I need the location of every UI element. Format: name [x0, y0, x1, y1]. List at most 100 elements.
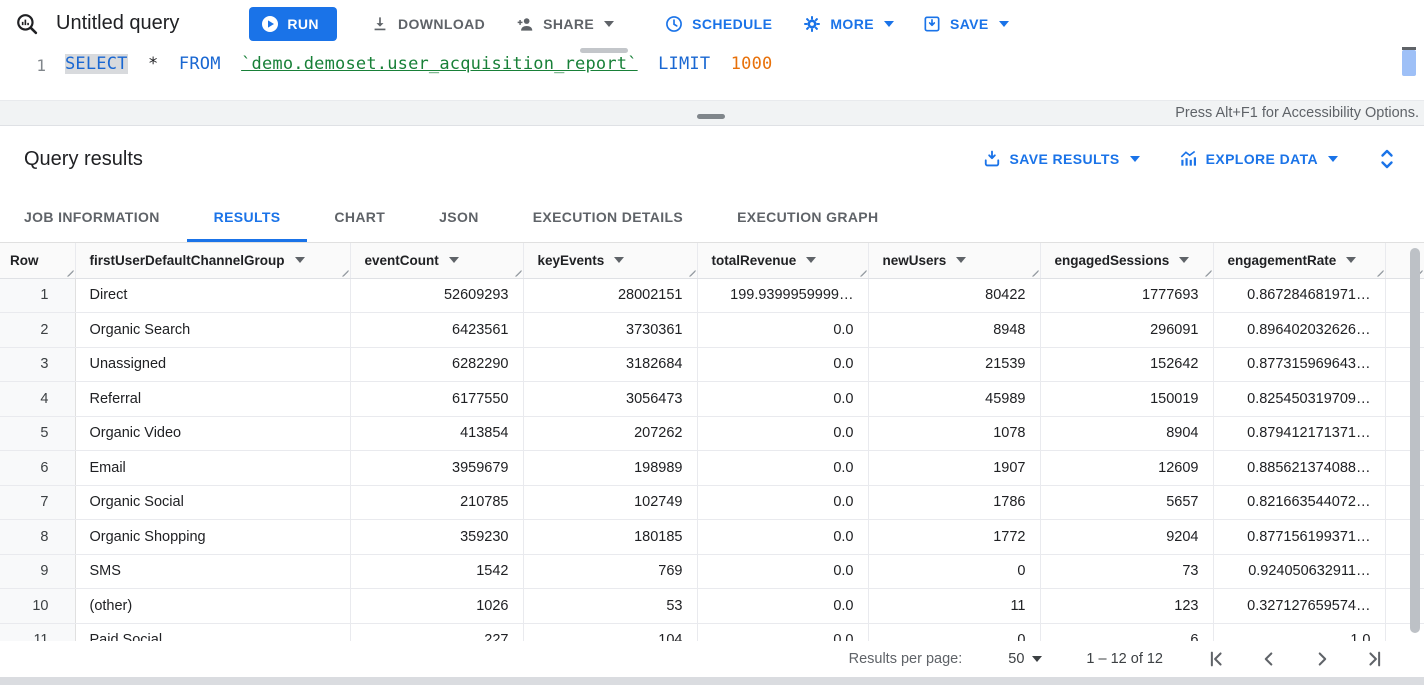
table-cell[interactable]: 28002151 — [523, 278, 698, 313]
table-cell[interactable]: 12609 — [1040, 450, 1214, 486]
table-cell[interactable]: 1786 — [868, 485, 1041, 520]
column-menu-caret-icon[interactable] — [294, 257, 305, 264]
row-number-cell[interactable]: 9 — [0, 554, 76, 589]
table-cell[interactable]: 52609293 — [350, 278, 524, 313]
first-page-button[interactable] — [1205, 648, 1227, 670]
table-cell[interactable]: Unassigned — [75, 347, 351, 382]
tab-execution-details[interactable]: EXECUTION DETAILS — [532, 209, 684, 225]
table-cell[interactable]: 3959679 — [350, 450, 524, 486]
row-number-cell[interactable]: 10 — [0, 588, 76, 624]
table-cell[interactable]: Organic Social — [75, 485, 351, 520]
table-cell[interactable]: 1542 — [350, 554, 524, 589]
row-number-cell[interactable]: 1 — [0, 278, 76, 313]
table-cell[interactable]: 102749 — [523, 485, 698, 520]
table-cell[interactable]: 80422 — [868, 278, 1041, 313]
table-cell[interactable]: 1907 — [868, 450, 1041, 486]
table-cell[interactable]: 0.0 — [697, 416, 869, 451]
row-number-cell[interactable]: 5 — [0, 416, 76, 451]
row-number-cell[interactable]: 6 — [0, 450, 76, 486]
table-cell[interactable]: 0.0 — [697, 347, 869, 382]
column-header-eventcount[interactable]: eventCount — [350, 243, 524, 279]
table-cell[interactable]: 150019 — [1040, 381, 1214, 417]
table-cell[interactable]: 198989 — [523, 450, 698, 486]
editor-drag-handle[interactable] — [580, 48, 628, 53]
share-button[interactable]: SHARE — [515, 14, 615, 34]
save-button[interactable]: SAVE — [922, 14, 1009, 34]
table-cell[interactable]: 0.0 — [697, 381, 869, 417]
tab-job-information[interactable]: JOB INFORMATION — [24, 209, 160, 225]
table-cell[interactable]: 53 — [523, 588, 698, 624]
tab-execution-graph[interactable]: EXECUTION GRAPH — [737, 209, 879, 225]
table-cell[interactable]: 123 — [1040, 588, 1214, 624]
table-cell[interactable]: 1777693 — [1040, 278, 1214, 313]
row-number-cell[interactable]: 4 — [0, 381, 76, 417]
column-header-newusers[interactable]: newUsers — [868, 243, 1041, 279]
table-cell[interactable]: 0.896402032626… — [1213, 312, 1386, 348]
table-cell[interactable]: 6177550 — [350, 381, 524, 417]
splitter-drag-handle[interactable] — [697, 114, 725, 119]
table-cell[interactable]: 0.877315969643… — [1213, 347, 1386, 382]
table-cell[interactable]: 359230 — [350, 519, 524, 555]
more-button[interactable]: MORE — [802, 14, 894, 34]
column-header-totalrevenue[interactable]: totalRevenue — [697, 243, 869, 279]
column-resize-grip[interactable] — [1373, 266, 1384, 277]
table-cell[interactable]: 0.879412171371… — [1213, 416, 1386, 451]
column-header-engagedsessions[interactable]: engagedSessions — [1040, 243, 1214, 279]
table-vertical-scrollbar[interactable] — [1410, 248, 1420, 633]
column-resize-grip[interactable] — [63, 266, 74, 277]
table-cell[interactable]: 0 — [868, 623, 1041, 641]
table-cell[interactable]: 0.821663544072… — [1213, 485, 1386, 520]
table-cell[interactable]: 21539 — [868, 347, 1041, 382]
column-header-engagementrate[interactable]: engagementRate — [1213, 243, 1386, 279]
table-cell[interactable]: 0.0 — [697, 623, 869, 641]
column-header-firstuserdefaultchannelgroup[interactable]: firstUserDefaultChannelGroup — [75, 243, 351, 279]
table-cell[interactable]: 9204 — [1040, 519, 1214, 555]
table-cell[interactable]: 0.924050632911… — [1213, 554, 1386, 589]
row-number-cell[interactable]: 11 — [0, 623, 76, 641]
table-cell[interactable]: 0.867284681971… — [1213, 278, 1386, 313]
last-page-button[interactable] — [1364, 648, 1386, 670]
tab-chart[interactable]: CHART — [334, 209, 386, 225]
table-cell[interactable]: 104 — [523, 623, 698, 641]
table-cell[interactable]: Organic Shopping — [75, 519, 351, 555]
run-button[interactable]: RUN — [249, 6, 337, 41]
table-cell[interactable]: SMS — [75, 554, 351, 589]
table-cell[interactable]: 8948 — [868, 312, 1041, 348]
column-header-keyevents[interactable]: keyEvents — [523, 243, 698, 279]
column-resize-grip[interactable] — [1201, 266, 1212, 277]
table-cell[interactable]: 180185 — [523, 519, 698, 555]
column-menu-caret-icon[interactable] — [1346, 257, 1357, 264]
expand-collapse-results-button[interactable] — [1376, 146, 1398, 172]
table-cell[interactable]: 3182684 — [523, 347, 698, 382]
table-cell[interactable]: Email — [75, 450, 351, 486]
table-cell[interactable]: 45989 — [868, 381, 1041, 417]
table-cell[interactable]: Paid Social — [75, 623, 351, 641]
previous-page-button[interactable] — [1258, 648, 1280, 670]
table-cell[interactable]: 73 — [1040, 554, 1214, 589]
table-cell[interactable]: 0.0 — [697, 485, 869, 520]
table-cell[interactable]: 152642 — [1040, 347, 1214, 382]
next-page-button[interactable] — [1311, 648, 1333, 670]
table-cell[interactable]: 1078 — [868, 416, 1041, 451]
table-cell[interactable]: Organic Video — [75, 416, 351, 451]
table-cell[interactable]: 0.825450319709… — [1213, 381, 1386, 417]
table-cell[interactable]: Organic Search — [75, 312, 351, 348]
column-header-row[interactable]: Row — [0, 243, 76, 279]
column-resize-grip[interactable] — [856, 266, 867, 277]
table-cell[interactable]: 296091 — [1040, 312, 1214, 348]
table-cell[interactable]: 0.885621374088… — [1213, 450, 1386, 486]
table-cell[interactable]: 0 — [868, 554, 1041, 589]
table-cell[interactable]: 5657 — [1040, 485, 1214, 520]
sql-table-reference-link[interactable]: `demo.demoset.user_acquisition_report` — [241, 54, 638, 74]
download-button[interactable]: DOWNLOAD — [370, 14, 485, 34]
horizontal-scrollbar-track[interactable] — [0, 677, 1424, 685]
table-cell[interactable]: 0.0 — [697, 588, 869, 624]
table-cell[interactable]: 227 — [350, 623, 524, 641]
schedule-button[interactable]: SCHEDULE — [664, 14, 772, 34]
column-resize-grip[interactable] — [511, 266, 522, 277]
column-resize-grip[interactable] — [685, 266, 696, 277]
table-cell[interactable]: 3730361 — [523, 312, 698, 348]
column-menu-caret-icon[interactable] — [448, 257, 459, 264]
table-cell[interactable]: Referral — [75, 381, 351, 417]
table-cell[interactable]: 6282290 — [350, 347, 524, 382]
